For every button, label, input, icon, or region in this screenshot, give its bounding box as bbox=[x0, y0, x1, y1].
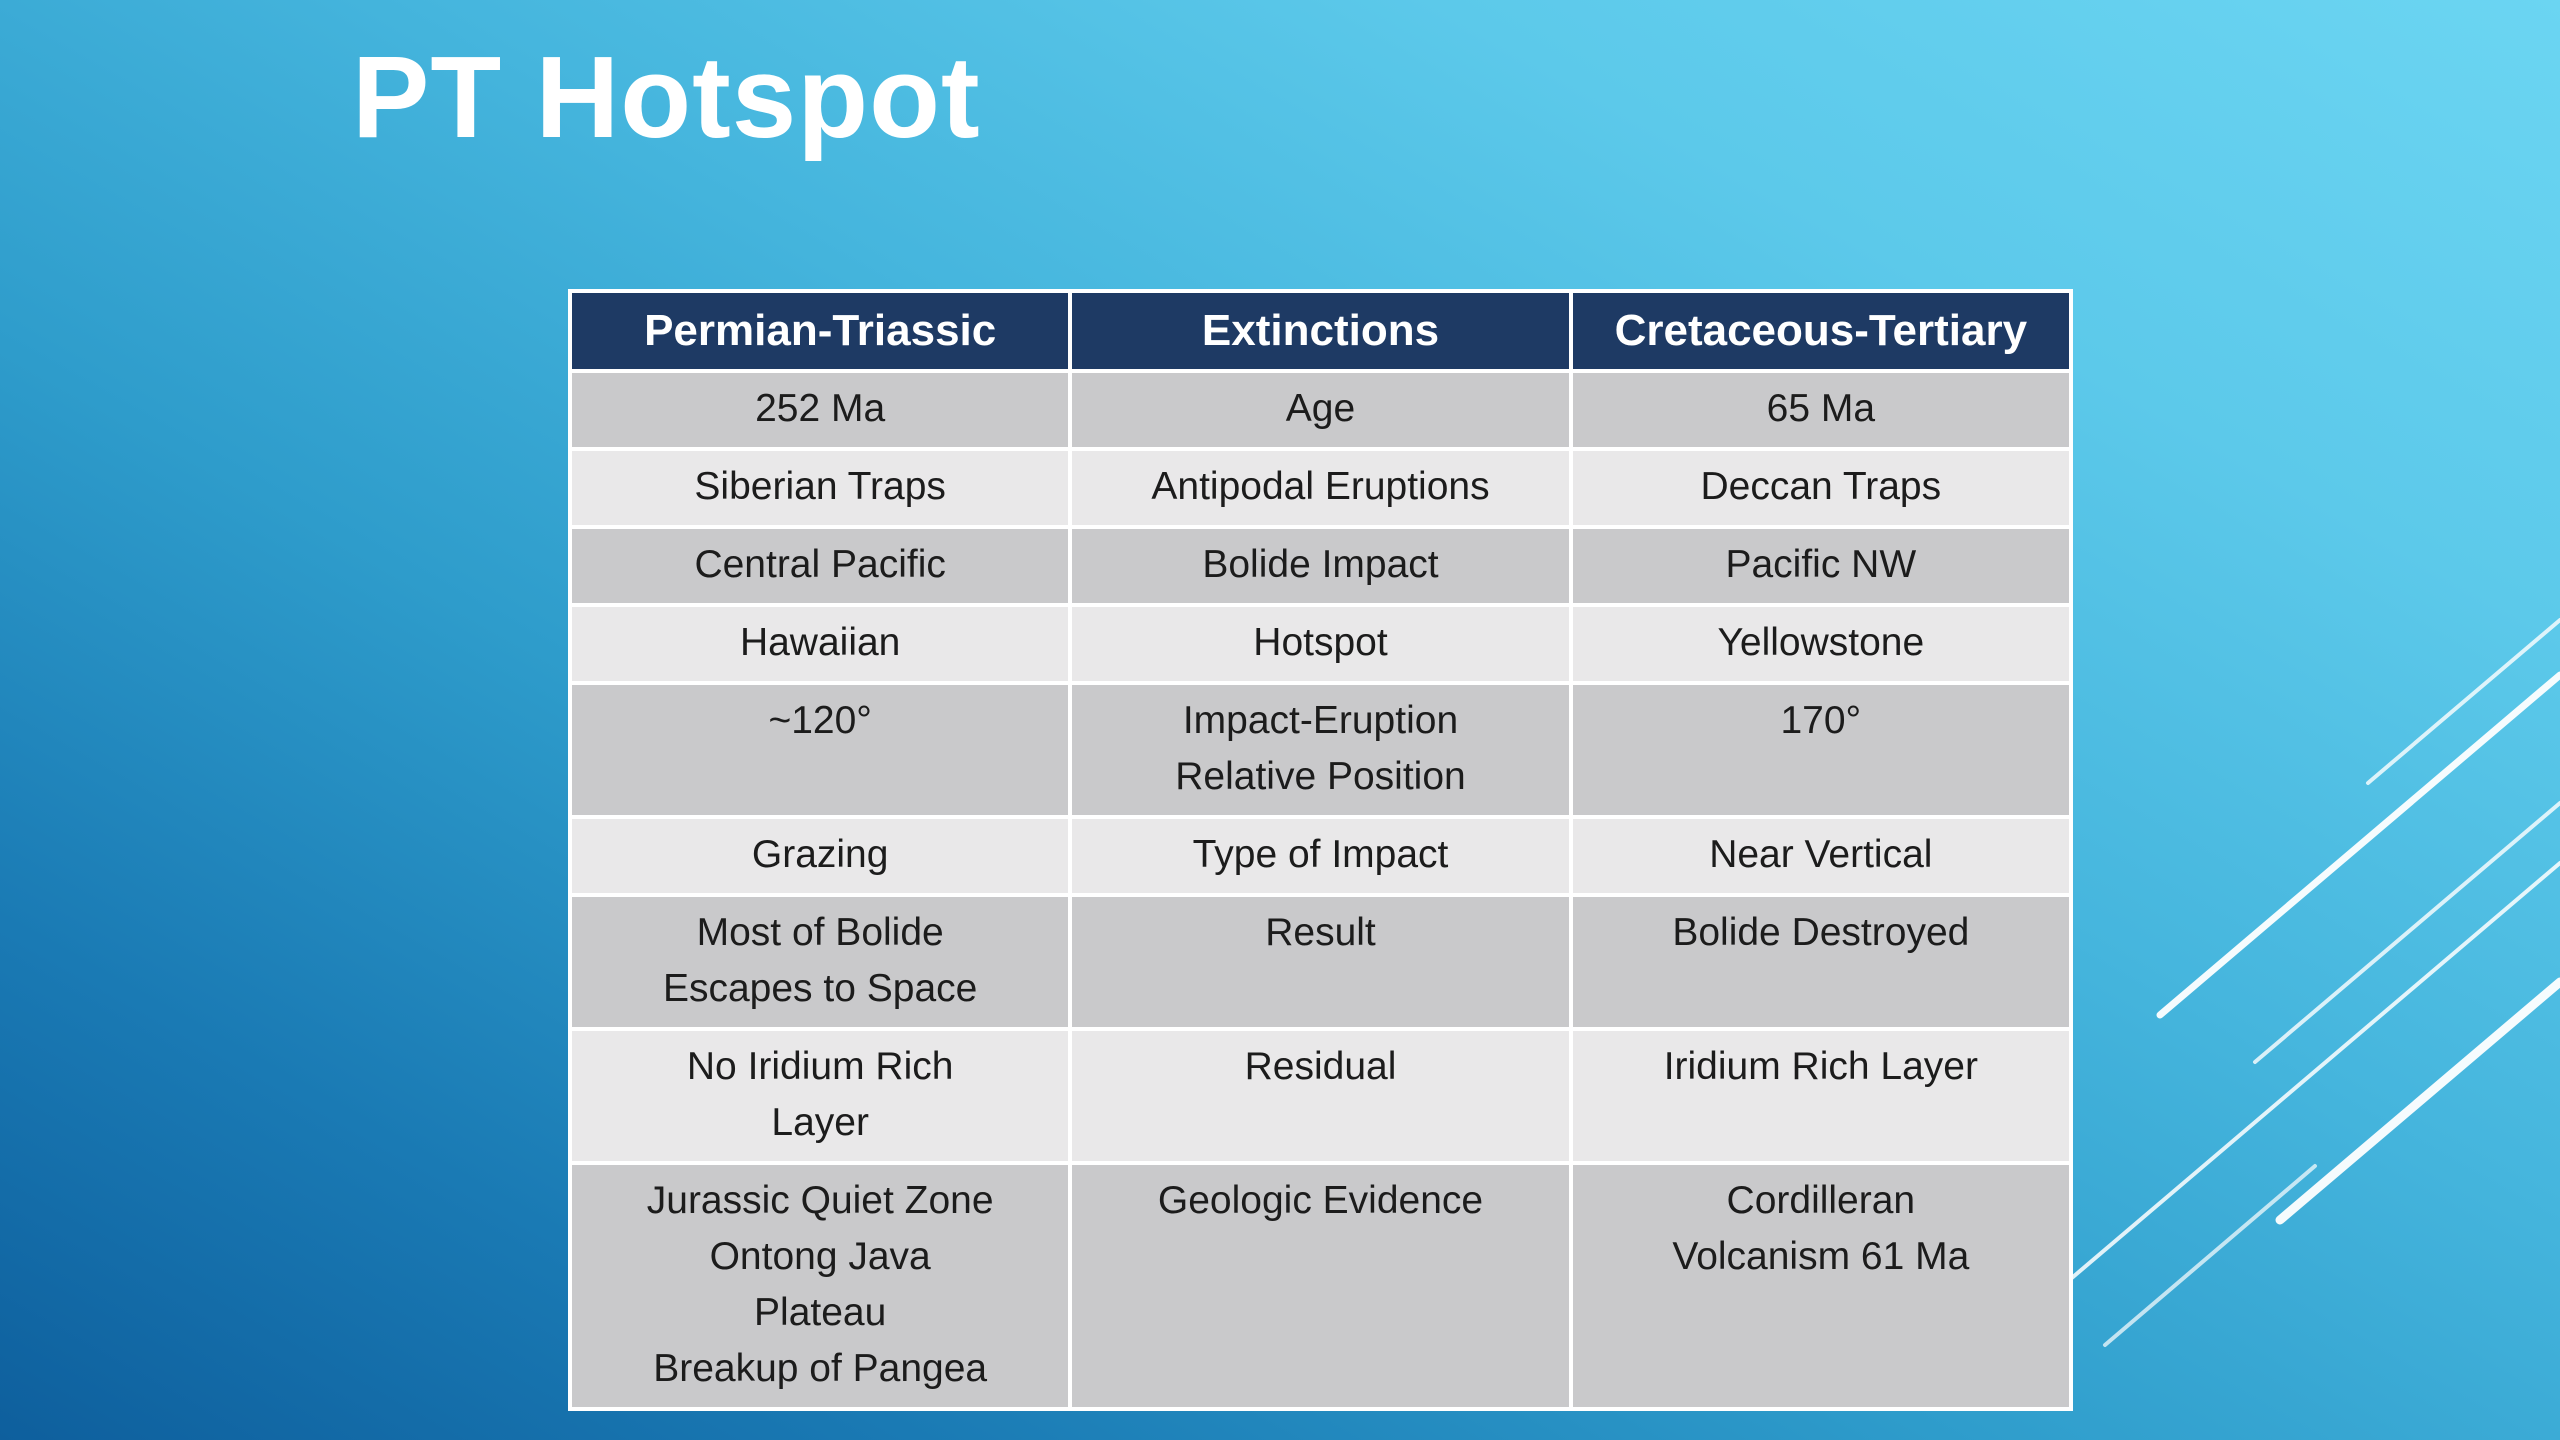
table-cell: Bolide Destroyed bbox=[1572, 897, 2069, 1027]
table-cell: Near Vertical bbox=[1572, 819, 2069, 893]
table-cell: 170° bbox=[1572, 685, 2069, 815]
table-cell: Result bbox=[1072, 897, 1569, 1027]
table-row-type-of-impact: Grazing Type of Impact Near Vertical bbox=[572, 819, 2069, 893]
table-row-result: Most of Bolide Escapes to Space Result B… bbox=[572, 897, 2069, 1027]
table-cell: Pacific NW bbox=[1572, 529, 2069, 603]
table-row-bolide-impact: Central Pacific Bolide Impact Pacific NW bbox=[572, 529, 2069, 603]
table-row-hotspot: Hawaiian Hotspot Yellowstone bbox=[572, 607, 2069, 681]
table-cell: 252 Ma bbox=[572, 373, 1069, 447]
table-row-age: 252 Ma Age 65 Ma bbox=[572, 373, 2069, 447]
table-row-residual: No Iridium Rich Layer Residual Iridium R… bbox=[572, 1031, 2069, 1161]
slide-title: PT Hotspot bbox=[352, 32, 981, 162]
table-cell: Impact-Eruption Relative Position bbox=[1072, 685, 1569, 815]
table-cell: Jurassic Quiet Zone Ontong Java Plateau … bbox=[572, 1165, 1069, 1407]
header-cell-cretaceous-tertiary: Cretaceous-Tertiary bbox=[1572, 293, 2069, 369]
table-cell: Bolide Impact bbox=[1072, 529, 1569, 603]
table-cell: Grazing bbox=[572, 819, 1069, 893]
table-row-relative-position: ~120° Impact-Eruption Relative Position … bbox=[572, 685, 2069, 815]
table-cell: Yellowstone bbox=[1572, 607, 2069, 681]
table-cell: Hotspot bbox=[1072, 607, 1569, 681]
table-cell: No Iridium Rich Layer bbox=[572, 1031, 1069, 1161]
table-cell: Deccan Traps bbox=[1572, 451, 2069, 525]
table-header-row: Permian-Triassic Extinctions Cretaceous-… bbox=[572, 293, 2069, 369]
table-cell: Geologic Evidence bbox=[1072, 1165, 1569, 1407]
table-cell: Hawaiian bbox=[572, 607, 1069, 681]
table-cell: Residual bbox=[1072, 1031, 1569, 1161]
comparison-table: Permian-Triassic Extinctions Cretaceous-… bbox=[568, 289, 2073, 1411]
table-cell: Most of Bolide Escapes to Space bbox=[572, 897, 1069, 1027]
table-row-antipodal-eruptions: Siberian Traps Antipodal Eruptions Decca… bbox=[572, 451, 2069, 525]
table-cell: Cordilleran Volcanism 61 Ma bbox=[1572, 1165, 2069, 1407]
table-row-geologic-evidence: Jurassic Quiet Zone Ontong Java Plateau … bbox=[572, 1165, 2069, 1407]
table-cell: 65 Ma bbox=[1572, 373, 2069, 447]
table-cell: Siberian Traps bbox=[572, 451, 1069, 525]
table-cell: ~120° bbox=[572, 685, 1069, 815]
table-cell: Central Pacific bbox=[572, 529, 1069, 603]
header-cell-permian-triassic: Permian-Triassic bbox=[572, 293, 1069, 369]
header-cell-extinctions: Extinctions bbox=[1072, 293, 1569, 369]
table-cell: Iridium Rich Layer bbox=[1572, 1031, 2069, 1161]
table-cell: Age bbox=[1072, 373, 1569, 447]
table-cell: Antipodal Eruptions bbox=[1072, 451, 1569, 525]
table-cell: Type of Impact bbox=[1072, 819, 1569, 893]
